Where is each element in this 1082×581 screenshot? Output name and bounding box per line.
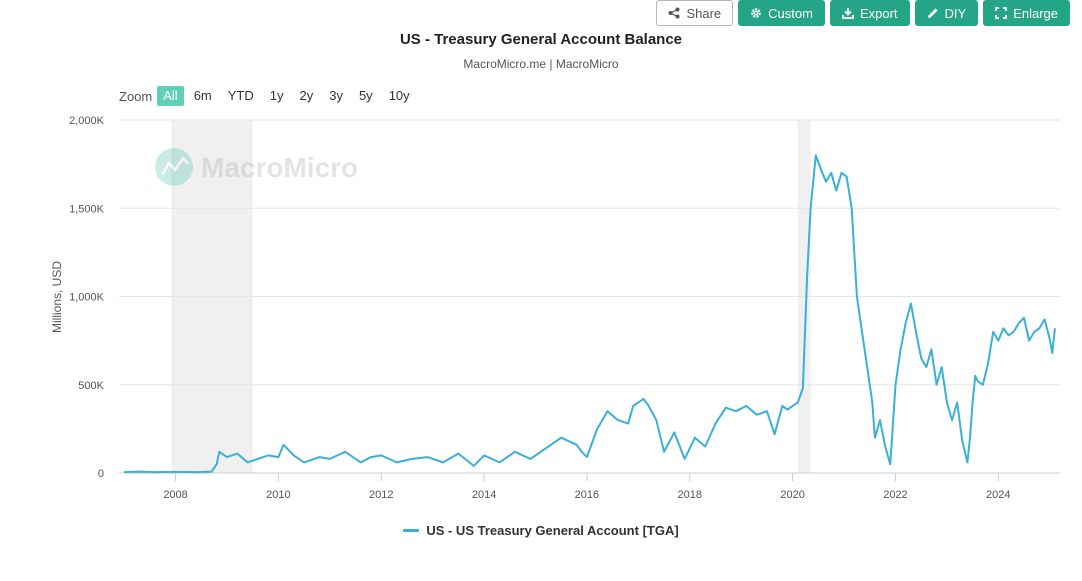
y-tick-label: 500K	[78, 380, 104, 392]
zoom-2y-button[interactable]: 2y	[299, 88, 314, 103]
y-tick-label: 0	[98, 468, 104, 480]
custom-label: Custom	[768, 5, 813, 21]
watermark-text: MacroMicro	[201, 152, 358, 183]
gear-icon	[751, 8, 761, 18]
enlarge-label: Enlarge	[1013, 5, 1058, 21]
export-button[interactable]: Export	[829, 0, 910, 26]
x-tick-label: 2008	[163, 489, 187, 501]
zoom-10y-button[interactable]: 10y	[388, 88, 410, 103]
zoom-bar: Zoom All 6m YTD 1y 2y 3y 5y 10y	[119, 86, 420, 106]
share-label: Share	[686, 5, 722, 21]
zoom-label: Zoom	[119, 88, 153, 104]
share-button[interactable]: Share	[656, 0, 734, 26]
custom-button[interactable]: Custom	[738, 0, 825, 26]
chart-title: US - Treasury General Account Balance	[399, 31, 683, 48]
y-tick-label: 1,000K	[69, 292, 105, 304]
x-tick-label: 2018	[678, 489, 702, 501]
expand-icon	[995, 7, 1008, 19]
diy-button[interactable]: DIY	[914, 0, 979, 26]
diy-label: DIY	[944, 5, 967, 21]
zoom-6m-button[interactable]: 6m	[193, 88, 212, 103]
y-tick-label: 2,000K	[69, 115, 105, 127]
x-tick-label: 2010	[266, 489, 290, 501]
x-tick-label: 2014	[472, 489, 496, 501]
share-icon	[668, 7, 680, 19]
series-line-tga	[124, 154, 1056, 474]
zoom-1y-button[interactable]: 1y	[269, 88, 284, 103]
x-tick-label: 2016	[575, 489, 599, 501]
download-icon	[842, 8, 854, 19]
x-tick-label: 2024	[986, 489, 1010, 501]
x-tick-label: 2022	[883, 489, 907, 501]
pencil-icon	[927, 8, 938, 18]
zoom-5y-button[interactable]: 5y	[358, 88, 373, 103]
x-tick-label: 2012	[369, 489, 393, 501]
x-tick-label: 2020	[780, 489, 804, 501]
zoom-3y-button[interactable]: 3y	[329, 88, 343, 103]
zoom-all-button[interactable]: All	[157, 86, 184, 106]
watermark: MacroMicro	[155, 148, 358, 186]
zoom-ytd-button[interactable]: YTD	[227, 88, 254, 103]
legend-label: US - US Treasury General Account [TGA]	[426, 523, 679, 538]
chart-subtitle: MacroMicro.me | MacroMicro	[463, 57, 619, 71]
toolbar: Share Custom Export DIY Enlarge	[656, 0, 1070, 26]
export-label: Export	[859, 5, 898, 21]
y-axis-label: Millions, USD	[50, 261, 64, 333]
enlarge-button[interactable]: Enlarge	[983, 0, 1070, 26]
legend-swatch	[403, 529, 420, 532]
legend[interactable]: US - US Treasury General Account [TGA]	[0, 523, 1082, 538]
y-tick-label: 1,500K	[69, 203, 105, 215]
